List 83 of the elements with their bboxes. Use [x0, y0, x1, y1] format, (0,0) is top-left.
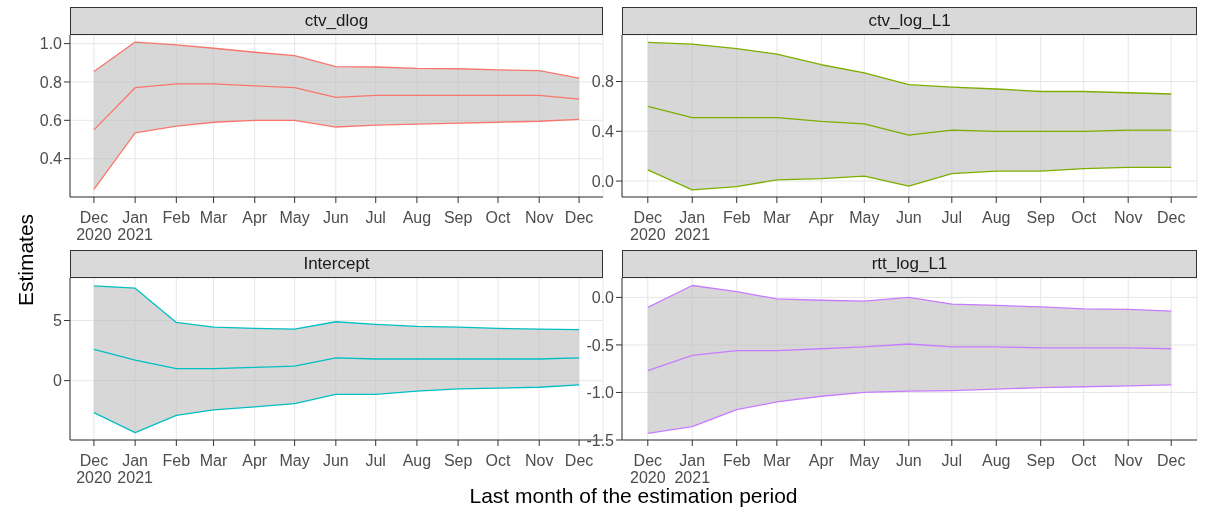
y-tick-label: 0.8: [591, 73, 615, 91]
x-tick-label: Dec 2020: [76, 209, 112, 244]
y-tick-label: 0.0: [591, 172, 615, 190]
x-tick-label: Jan 2021: [674, 209, 711, 244]
x-tick-label: Feb: [722, 452, 751, 470]
x-tick-label: Apr: [808, 452, 835, 470]
x-tick-label: Oct: [485, 452, 511, 470]
x-tick-label: Oct: [1071, 452, 1097, 470]
x-tick-label: May: [279, 209, 310, 227]
x-tick-label: Jun: [322, 452, 349, 470]
chart-title: rtt_log_L1: [871, 254, 948, 274]
x-tick-label: Sep: [443, 452, 473, 470]
x-tick-label: Nov: [1113, 452, 1143, 470]
x-axis-title: Last month of the estimation period: [469, 484, 798, 507]
x-tick-label: Oct: [1071, 209, 1097, 227]
x-tick-label: Feb: [722, 209, 751, 227]
y-tick-label: 5: [53, 312, 63, 330]
line-series: [93, 348, 580, 370]
x-tick-label: Dec: [564, 452, 594, 470]
x-tick-label: Mar: [763, 452, 792, 470]
x-tick-label: Aug: [982, 209, 1011, 227]
x-tick-label: May: [849, 209, 880, 227]
x-tick-label: Mar: [199, 209, 228, 227]
x-tick-label: Jun: [895, 209, 922, 227]
x-tick-label: Jun: [895, 452, 922, 470]
line-series: [93, 83, 580, 131]
x-tick-label: Sep: [1026, 209, 1056, 227]
line-series: [647, 284, 1172, 312]
line-series: [647, 384, 1172, 434]
x-tick-label: Nov: [1113, 209, 1143, 227]
line-series: [647, 343, 1172, 372]
x-tick-label: Sep: [443, 209, 473, 227]
line-series: [647, 105, 1172, 136]
x-tick-label: Jan 2021: [117, 452, 154, 487]
x-tick-label: Dec: [1156, 209, 1186, 227]
x-tick-label: May: [849, 452, 880, 470]
line-series: [93, 41, 580, 79]
y-tick-label: 0.4: [39, 150, 63, 168]
x-tick-label: Dec 2020: [76, 452, 112, 487]
x-tick-label: Dec 2020: [630, 452, 666, 487]
x-tick-label: Jan 2021: [117, 209, 154, 244]
x-tick-label: Dec: [564, 209, 594, 227]
chart-title: Intercept: [303, 254, 370, 274]
x-tick-label: Dec: [1156, 452, 1186, 470]
x-tick-label: Feb: [162, 452, 191, 470]
x-tick-label: Jan 2021: [674, 452, 711, 487]
y-tick-label: 0.4: [591, 122, 615, 140]
x-tick-label: Aug: [402, 452, 432, 470]
x-tick-label: Nov: [524, 452, 554, 470]
y-tick-label: 0.8: [39, 73, 63, 91]
x-tick-label: Feb: [162, 209, 191, 227]
y-axis-title: Estimates: [14, 213, 38, 307]
line-series: [647, 41, 1172, 95]
line-series: [93, 118, 580, 190]
line-series: [93, 384, 580, 434]
x-tick-label: Jun: [322, 209, 349, 227]
y-tick-label: 1.0: [39, 35, 63, 53]
x-tick-label: May: [279, 452, 310, 470]
x-tick-label: Sep: [1026, 452, 1056, 470]
x-tick-label: Jul: [941, 452, 963, 470]
x-tick-label: Nov: [524, 209, 554, 227]
y-tick-label: -1.0: [586, 384, 615, 402]
y-tick-label: -0.5: [586, 336, 615, 354]
x-tick-label: Dec 2020: [630, 209, 666, 244]
x-tick-label: Aug: [982, 452, 1011, 470]
x-tick-label: Mar: [199, 452, 228, 470]
y-tick-label: 0.6: [39, 111, 63, 129]
y-tick-label: -1.5: [586, 431, 615, 449]
x-tick-label: Jul: [941, 209, 963, 227]
y-tick-label: 0.0: [591, 289, 615, 307]
x-tick-label: Oct: [485, 209, 511, 227]
line-series: [93, 285, 580, 331]
x-tick-label: Jul: [365, 209, 386, 227]
line-series: [647, 166, 1172, 191]
x-tick-label: Mar: [763, 209, 792, 227]
x-tick-label: Apr: [808, 209, 835, 227]
chart-title: ctv_log_L1: [868, 11, 951, 31]
x-tick-label: Apr: [242, 209, 268, 227]
x-tick-label: Aug: [402, 209, 432, 227]
x-tick-label: Jul: [365, 452, 386, 470]
x-tick-label: Apr: [242, 452, 268, 470]
y-tick-label: 0: [53, 372, 63, 390]
chart-title: ctv_dlog: [304, 11, 369, 31]
